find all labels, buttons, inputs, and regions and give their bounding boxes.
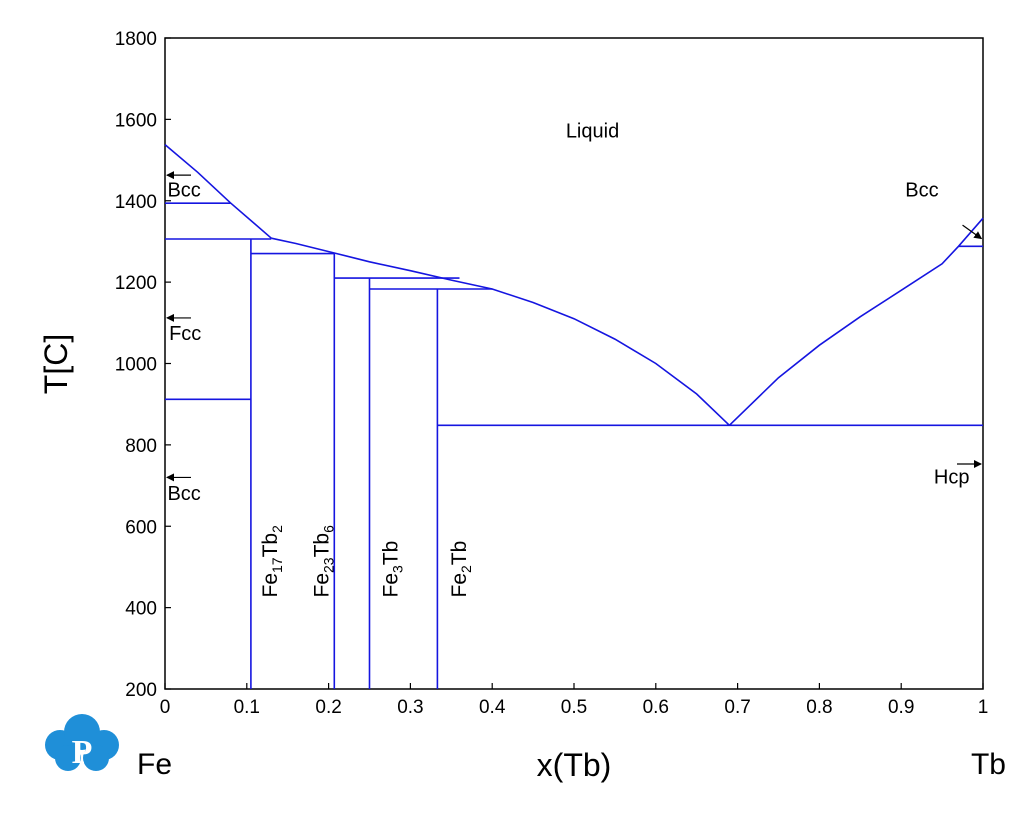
compound-label-fe2tb: Fe2Tb (448, 541, 474, 598)
compound-labels: Fe17Tb2 Fe23Tb6 Fe3Tb Fe2Tb (259, 525, 474, 598)
compound-label-fe3tb: Fe3Tb (379, 541, 405, 598)
annotation-fcc-fe: Fcc (169, 323, 201, 345)
y-tick-label: 1200 (115, 273, 157, 294)
left-element-label: Fe (137, 748, 172, 781)
y-tick-label: 1800 (115, 29, 157, 50)
compound-label-fe23tb6: Fe23Tb6 (311, 525, 337, 598)
logo-letter: P (72, 734, 93, 771)
x-tick-label: 0.5 (561, 697, 587, 718)
x-tick-label: 0.7 (724, 697, 750, 718)
annotation-hcp-tb: Hcp (934, 467, 970, 489)
phase-annotations: Liquid Bcc Fcc Bcc Bcc Hcp (166, 121, 983, 505)
y-tick-label: 1400 (115, 192, 157, 213)
x-tick-label: 0 (160, 697, 171, 718)
phase-line-liquidus-fe-bcc (164, 143, 272, 239)
x-axis-title: x(Tb) (537, 747, 612, 783)
phase-line-liquidus-tb (728, 217, 984, 426)
y-tick-label: 600 (125, 517, 157, 538)
x-tick-label: 0.1 (234, 697, 260, 718)
annotation-arrow (962, 224, 983, 240)
annotation-bcc-tb: Bcc (905, 180, 938, 202)
x-axis-ticks: 0 0.1 0.2 0.3 0.4 0.5 0.6 0.7 0.8 0.9 1 (160, 683, 989, 718)
x-tick-label: 0.3 (397, 697, 423, 718)
y-axis-title: T[C] (38, 334, 74, 394)
x-tick-label: 1 (978, 697, 989, 718)
annotation-bcc-fe-high: Bcc (167, 180, 200, 202)
phase-line-liquidus-main (271, 237, 730, 426)
phase-boundaries (164, 143, 984, 689)
annotation-bcc-fe-low: Bcc (167, 483, 200, 505)
x-tick-label: 0.6 (643, 697, 669, 718)
y-tick-label: 200 (125, 680, 157, 701)
y-tick-label: 1000 (115, 355, 157, 376)
compound-label-fe17tb2: Fe17Tb2 (259, 525, 285, 598)
x-tick-label: 0.9 (888, 697, 914, 718)
x-tick-label: 0.8 (806, 697, 832, 718)
y-axis-ticks: 200 400 600 800 1000 1200 1400 1600 1800 (115, 29, 171, 701)
x-tick-label: 0.4 (479, 697, 506, 718)
annotation-liquid: Liquid (566, 121, 619, 143)
x-tick-label: 0.2 (315, 697, 341, 718)
y-tick-label: 1600 (115, 110, 157, 131)
y-tick-label: 400 (125, 599, 157, 620)
logo-icon: P (45, 714, 119, 771)
y-tick-label: 800 (125, 436, 157, 457)
right-element-label: Tb (971, 748, 1006, 781)
